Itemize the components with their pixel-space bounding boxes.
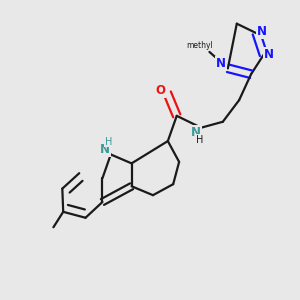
- Text: N: N: [264, 48, 274, 62]
- Text: O: O: [155, 84, 165, 97]
- Text: methyl: methyl: [187, 41, 213, 50]
- Text: N: N: [191, 126, 201, 139]
- Text: N: N: [216, 57, 226, 70]
- Text: H: H: [105, 137, 112, 147]
- Text: N: N: [256, 25, 266, 38]
- Text: N: N: [100, 142, 110, 156]
- Text: H: H: [196, 135, 204, 145]
